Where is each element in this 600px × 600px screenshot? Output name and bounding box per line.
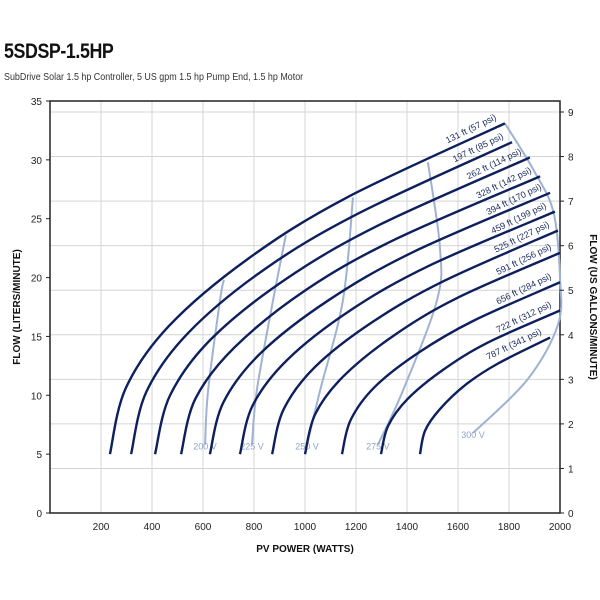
head-curve	[418, 336, 551, 455]
x-tick-label: 400	[144, 522, 161, 533]
voltage-line	[250, 235, 287, 445]
y2-tick-label: 9	[568, 108, 574, 119]
x-tick-label: 800	[246, 522, 263, 533]
y-tick-label: 10	[31, 391, 43, 402]
voltage-line	[472, 122, 563, 434]
y-axis-title: FLOW (LITERS/MINUTE)	[12, 249, 23, 365]
head-curve	[340, 281, 561, 455]
head-curve	[153, 156, 531, 455]
x-tick-label: 1200	[345, 522, 368, 533]
x-tick-label: 200	[93, 522, 110, 533]
y-tick-label: 0	[36, 509, 42, 520]
head-curve	[179, 175, 541, 455]
head-curve	[208, 191, 551, 455]
y-tick-label: 30	[31, 156, 43, 167]
voltage-label: 300 V	[461, 430, 485, 440]
y2-tick-label: 2	[568, 420, 574, 431]
y2-tick-label: 0	[568, 509, 574, 520]
x-tick-label: 1600	[447, 522, 470, 533]
plot-frame	[49, 100, 561, 514]
x-axis-title: PV POWER (WATTS)	[256, 544, 354, 555]
head-curve	[129, 141, 513, 455]
head-curve	[108, 122, 506, 455]
y2-tick-label: 4	[568, 331, 574, 342]
y-tick-label: 15	[31, 332, 43, 343]
y2-tick-label: 3	[568, 375, 574, 386]
y2-axis-title: FLOW (US GALLONS/MINUTE)	[587, 234, 598, 380]
head-curve	[379, 309, 561, 455]
chart-title: 5SDSP-1.5HP	[4, 40, 114, 63]
y2-tick-label: 6	[568, 242, 574, 253]
head-curve	[303, 251, 561, 455]
y2-tick-label: 7	[568, 197, 574, 208]
voltage-label: 225 V	[240, 442, 264, 452]
y-tick-label: 20	[31, 274, 43, 285]
y2-tick-label: 1	[568, 464, 574, 475]
y-tick-label: 25	[31, 215, 43, 226]
voltage-line	[377, 162, 443, 446]
y2-tick-label: 5	[568, 286, 574, 297]
head-curve	[238, 210, 556, 455]
chart-subtitle: SubDrive Solar 1.5 hp Controller, 5 US g…	[4, 71, 304, 83]
y2-tick-label: 8	[568, 153, 574, 164]
x-tick-label: 600	[195, 522, 212, 533]
y-tick-label: 5	[36, 450, 42, 461]
x-tick-label: 1800	[498, 522, 521, 533]
voltage-line	[306, 197, 354, 445]
x-tick-label: 2000	[549, 522, 572, 533]
voltage-line	[204, 279, 225, 445]
x-tick-label: 1000	[294, 522, 317, 533]
x-tick-label: 1400	[396, 522, 419, 533]
y-tick-label: 35	[31, 97, 43, 108]
voltage-label: 275 V	[366, 442, 390, 452]
voltage-label: 200 V	[193, 442, 217, 452]
head-curve	[270, 229, 559, 455]
